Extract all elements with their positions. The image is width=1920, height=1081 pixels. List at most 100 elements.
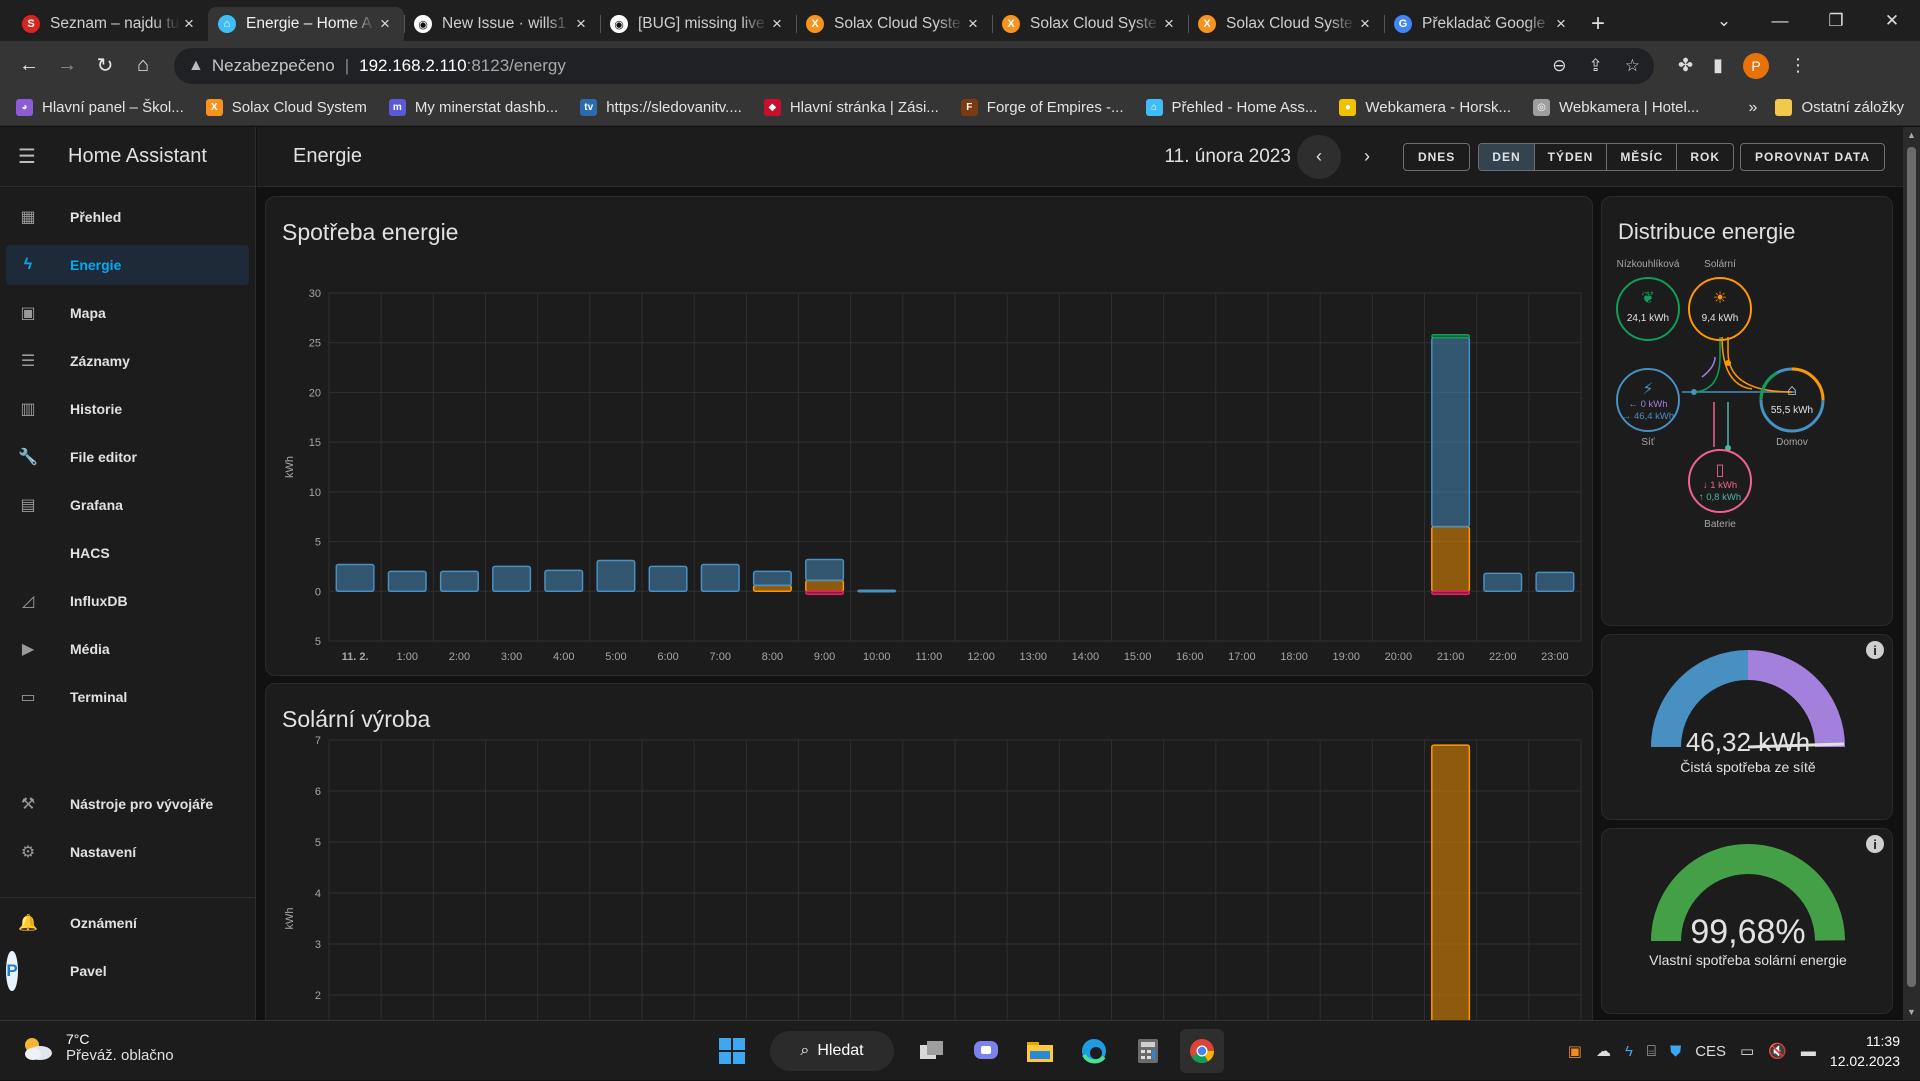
node-circle[interactable] [1616,277,1680,341]
close-tab-icon[interactable]: × [184,14,194,33]
scroll-down-arrow-icon[interactable]: ▼ [1907,1007,1916,1017]
back-button[interactable]: ← [19,54,39,76]
close-tab-icon[interactable]: × [1360,14,1370,33]
sidebar-item-p-ehled[interactable]: ▦ Přehled [6,197,249,237]
sidebar-item-nastaven-[interactable]: ⚙ Nastavení [6,832,249,872]
chart-bar[interactable] [1431,744,1471,1020]
chart-bar[interactable] [805,558,845,582]
new-tab-button[interactable]: + [1590,10,1605,37]
bookmark-item[interactable]: ● Webkamera - Horsk... [1339,99,1511,116]
sidebar-item-energie[interactable]: ϟ Energie [6,245,249,285]
chart-bar[interactable] [857,589,897,593]
chart-bar[interactable] [1431,525,1471,593]
network-icon[interactable]: ▭ [1740,1043,1755,1060]
sidebar-item-terminal[interactable]: ▭ Terminal [6,677,249,717]
node-circle[interactable] [1688,449,1752,513]
chart-bar[interactable] [1431,590,1471,596]
bookmark-item[interactable]: m My minerstat dashb... [388,99,558,116]
sidebar-item-mapa[interactable]: ▣ Mapa [6,293,249,333]
browser-tab[interactable]: S Seznam – najdu tu × [12,7,208,41]
chart-bar[interactable] [1431,334,1471,339]
chart-bar[interactable] [439,570,479,593]
tab-search-chevron-icon[interactable]: ⌄ [1716,10,1732,30]
page-scrollbar[interactable]: ▲ ▼ [1903,127,1920,1020]
bookmark-item[interactable]: X Solax Cloud System [205,99,367,116]
sidebar-item-z-znamy[interactable]: ☰ Záznamy [6,341,249,381]
chrome-menu-icon[interactable]: ⋮ [1789,55,1807,75]
defender-shield-icon[interactable]: ⛊ [1669,1042,1682,1060]
taskbar-search[interactable]: ⌕ Hledat [770,1031,894,1071]
share-icon[interactable]: ⇪ [1588,55,1603,75]
maximize-button[interactable]: ❐ [1828,10,1844,30]
close-tab-icon[interactable]: × [576,14,586,33]
period-option[interactable]: MĚSÍC [1607,143,1678,170]
file-explorer-button[interactable] [1018,1029,1062,1073]
chart-bar[interactable] [335,563,375,593]
address-bar[interactable]: ▲ Nezabezpečeno | 192.168.2.110 :8123/en… [174,47,1654,84]
sidebar-item-influxdb[interactable]: ◿ InfluxDB [6,581,249,621]
chart-bar[interactable] [648,565,688,593]
today-button[interactable]: DNES [1402,142,1471,171]
battery-icon[interactable]: ▬ [1800,1042,1816,1060]
scroll-up-arrow-icon[interactable]: ▲ [1907,130,1916,140]
close-tab-icon[interactable]: × [772,14,782,33]
sidebar-item-grafana[interactable]: ▤ Grafana [6,485,249,525]
extensions-puzzle-icon[interactable]: ✤ [1678,55,1694,75]
browser-tab[interactable]: G Překladač Google × [1384,7,1580,41]
node-circle[interactable] [1688,277,1752,341]
minimize-button[interactable]: — [1771,10,1789,30]
sidebar-item-hacs[interactable]: HACS [6,533,249,573]
sidebar-item-n-stroje-pro-v-voj-e[interactable]: ⚒ Nástroje pro vývojáře [6,784,249,824]
chart-bar[interactable] [492,565,532,593]
bookmark-item[interactable]: ⌂ Přehled - Home Ass... [1145,99,1317,116]
tray-bolt-icon[interactable]: ϟ [1624,1042,1633,1060]
clock[interactable]: 11:39 12.02.2023 [1830,1031,1900,1071]
bookmark-item[interactable]: F Forge of Empires -... [960,99,1124,116]
browser-tab[interactable]: X Solax Cloud Syste × [796,7,992,41]
task-view-button[interactable] [910,1029,954,1073]
sidebar-item-file-editor[interactable]: 🔧 File editor [6,437,249,477]
sidebar-item-m-dia[interactable]: ▶ Média [6,629,249,669]
close-window-button[interactable]: ✕ [1884,10,1900,30]
close-tab-icon[interactable]: × [968,14,978,33]
bookmark-item[interactable]: ◕ Hlavní panel – Škol... [16,99,184,116]
chart-bar[interactable] [1431,336,1471,528]
browser-tab[interactable]: ◉ [BUG] missing live × [600,7,796,41]
onedrive-warning-icon[interactable]: ☁ [1595,1043,1611,1060]
chart-bar[interactable] [752,584,792,593]
home-button[interactable]: ⌂ [136,54,150,76]
volume-muted-icon[interactable]: 🔇 [1768,1043,1787,1060]
calculator-button[interactable] [1126,1029,1170,1073]
info-icon[interactable]: i [1866,835,1884,853]
scrollbar-thumb[interactable] [1907,147,1916,987]
chrome-taskbar-button[interactable] [1180,1029,1224,1073]
tray-app-icon[interactable]: ▣ [1567,1043,1582,1060]
period-option[interactable]: ROK [1690,149,1720,164]
browser-tab[interactable]: ◉ New Issue · wills1 × [404,7,600,41]
period-option[interactable]: DEN [1479,143,1535,170]
close-tab-icon[interactable]: × [1164,14,1174,33]
browser-tab[interactable]: X Solax Cloud Syste × [992,7,1188,41]
menu-toggle-icon[interactable]: ☰ [18,146,36,168]
other-bookmarks-folder[interactable]: Ostatní záložky [1775,99,1904,116]
weather-widget[interactable]: 7°C Převáž. oblačno [20,1031,174,1064]
bookmark-item[interactable]: tv https://sledovanitv.... [580,99,742,116]
close-tab-icon[interactable]: × [380,14,390,33]
compare-data-button[interactable]: POROVNAT DATA [1740,142,1885,171]
edge-browser-button[interactable] [1072,1029,1116,1073]
bookmark-item[interactable]: ◎ Webkamera | Hotel... [1533,99,1699,116]
bookmark-item[interactable]: ◆ Hlavní stránka | Zási... [763,99,939,116]
node-circle[interactable] [1616,368,1680,432]
chart-bar[interactable] [1483,572,1523,593]
chart-bar[interactable] [805,579,845,593]
usb-device-icon[interactable]: ⌸ [1646,1042,1656,1060]
chart-bar[interactable] [544,569,584,593]
browser-tab[interactable]: X Solax Cloud Syste × [1188,7,1384,41]
language-indicator[interactable]: CES [1695,1042,1727,1060]
chart-bar[interactable] [596,559,636,593]
bookmarks-overflow-button[interactable]: » [1748,98,1758,116]
side-panel-icon[interactable]: ▮ [1713,55,1723,75]
next-period-button[interactable]: › [1345,135,1389,179]
sidebar-item-notifications[interactable]: 🔔 Oznámení [6,903,249,943]
teams-chat-button[interactable] [964,1029,1008,1073]
